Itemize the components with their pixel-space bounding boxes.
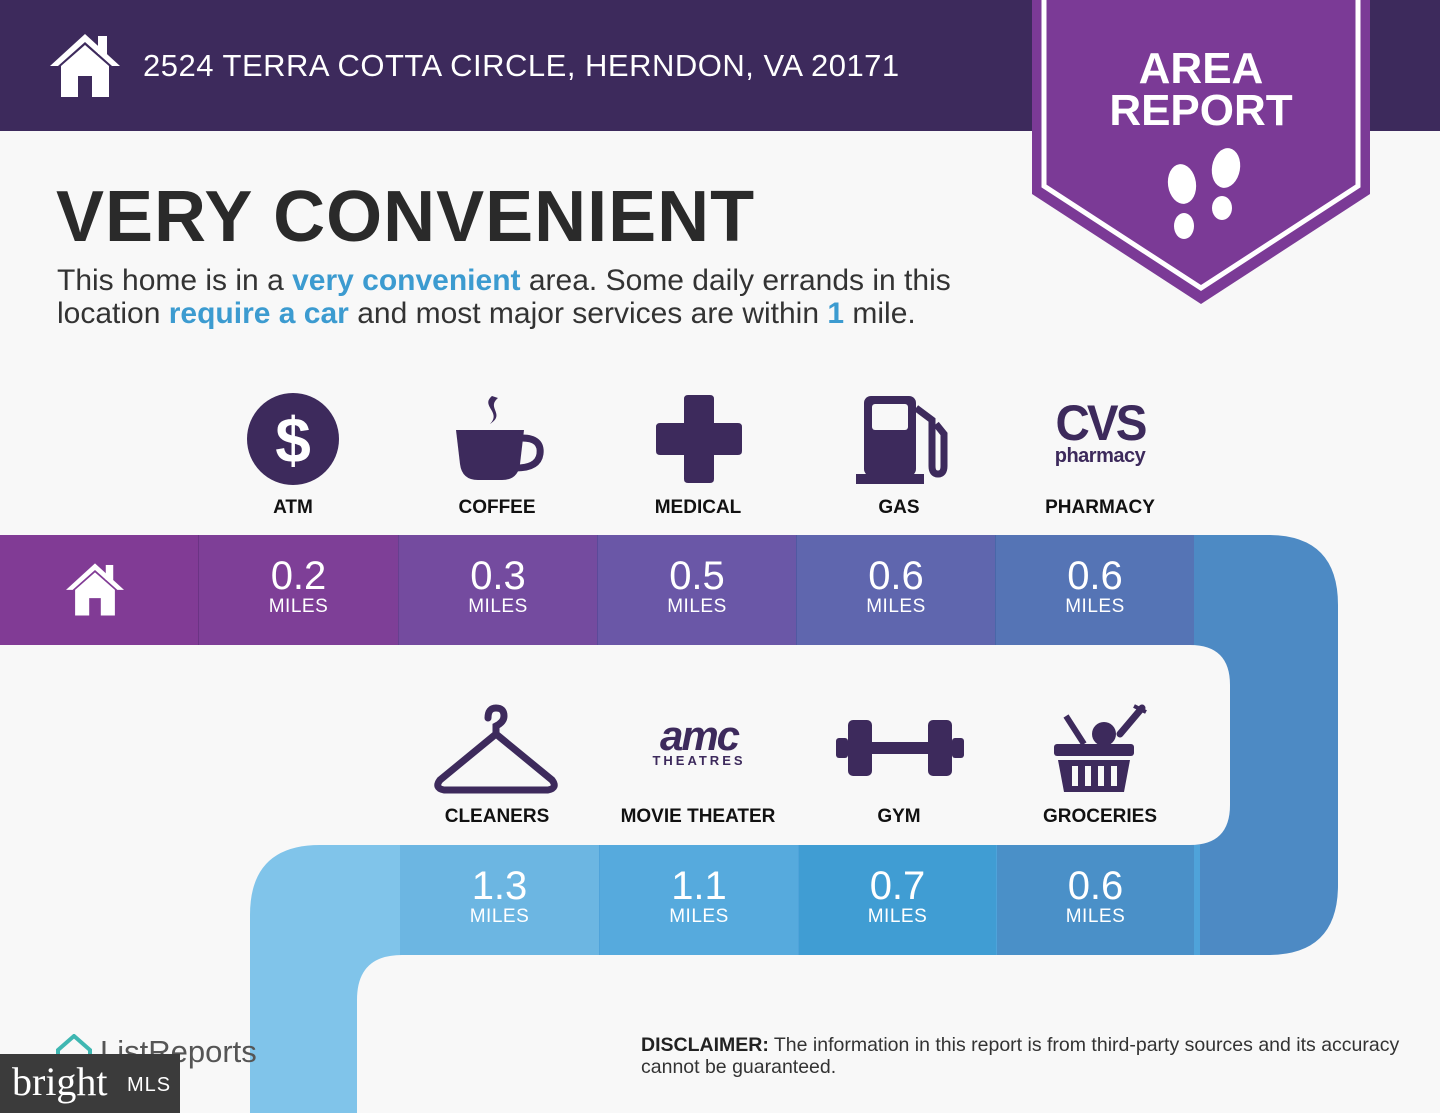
gas-unit: MILES <box>866 596 926 617</box>
pharmacy-distance: 0.6 <box>1067 554 1123 598</box>
dumbbell-icon <box>836 720 964 776</box>
coffee-icon <box>456 396 544 480</box>
footprints-icon <box>1167 148 1241 239</box>
grocery-basket-icon <box>1054 704 1147 792</box>
pharmacy-unit: MILES <box>1065 596 1125 617</box>
cvs-pharmacy-logo: CVS pharmacy <box>1054 395 1148 467</box>
groceries-unit: MILES <box>1065 906 1126 927</box>
cleaners-unit: MILES <box>469 906 530 927</box>
gym-distance-cell: 0.7 MILES <box>799 845 996 955</box>
gas-pump-icon <box>856 396 948 484</box>
medical-distance-cell: 0.5 MILES <box>597 535 796 645</box>
banner-line-report: REPORT <box>1109 86 1293 135</box>
atm-distance: 0.2 <box>270 554 327 598</box>
gym-label: GYM <box>877 806 921 827</box>
gas-distance-cell: 0.6 MILES <box>796 535 995 645</box>
atm-label: ATM <box>273 497 313 518</box>
coffee-unit: MILES <box>468 596 528 617</box>
atm-distance-cell: 0.2 MILES <box>198 535 398 645</box>
movie-theater-distance-cell: 1.1 MILES <box>600 845 798 955</box>
atm-unit: MILES <box>268 596 329 617</box>
property-address: 2524 TERRA COTTA CIRCLE, HERNDON, VA 201… <box>143 48 900 83</box>
cleaners-distance: 1.3 <box>471 864 528 908</box>
gas-distance: 0.6 <box>868 554 924 598</box>
pharmacy-distance-cell: 0.6 MILES <box>995 535 1194 645</box>
house-icon <box>50 34 120 97</box>
mls-logo-text: MLS <box>127 1074 172 1096</box>
medical-unit: MILES <box>667 596 727 617</box>
page-title: VERY CONVENIENT <box>56 177 756 257</box>
disclaimer: DISCLAIMER: The information in this repo… <box>641 1034 1400 1078</box>
bright-mls-watermark: bright MLS <box>0 1054 180 1113</box>
movie-theater-distance: 1.1 <box>671 864 727 908</box>
medical-label: MEDICAL <box>654 497 742 518</box>
groceries-label: GROCERIES <box>1042 806 1158 827</box>
area-report-banner <box>1032 0 1370 304</box>
cleaners-distance-cell: 1.3 MILES <box>400 845 599 955</box>
coffee-distance: 0.3 <box>470 554 526 598</box>
convenience-description: This home is in a very convenient area. … <box>57 264 951 330</box>
home-route-icon <box>66 563 124 616</box>
groceries-distance: 0.6 <box>1067 864 1124 908</box>
hanger-icon <box>434 704 558 794</box>
dollar-icon: $ <box>247 393 339 485</box>
pharmacy-label: PHARMACY <box>1045 497 1155 518</box>
cleaners-label: CLEANERS <box>444 806 550 827</box>
gas-label: GAS <box>878 497 920 518</box>
movie-theater-unit: MILES <box>669 906 729 927</box>
bright-logo-text: bright <box>12 1059 108 1104</box>
groceries-distance-cell: 0.6 MILES <box>997 845 1194 955</box>
coffee-distance-cell: 0.3 MILES <box>398 535 597 645</box>
gym-unit: MILES <box>867 906 928 927</box>
movie-theater-label: MOVIE THEATER <box>620 806 776 827</box>
amc-theatres-logo: amc THEATRES <box>652 712 746 768</box>
medical-cross-icon <box>656 395 742 483</box>
coffee-label: COFFEE <box>458 497 536 518</box>
medical-distance: 0.5 <box>669 554 725 598</box>
gym-distance: 0.7 <box>869 864 926 908</box>
svg-text:$: $ <box>275 404 311 476</box>
banner-line-area: AREA <box>1138 44 1264 93</box>
